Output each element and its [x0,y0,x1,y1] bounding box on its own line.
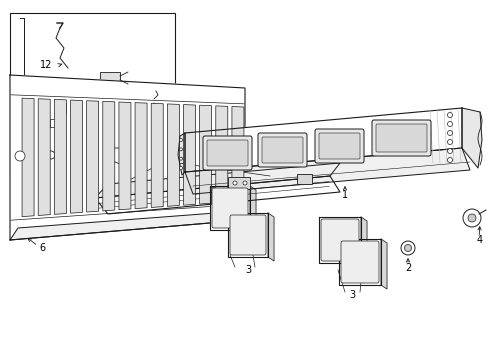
Polygon shape [232,107,244,202]
Circle shape [447,148,452,153]
Circle shape [405,244,412,252]
Text: 3: 3 [245,265,251,275]
Circle shape [447,112,452,117]
Polygon shape [268,213,274,261]
FancyBboxPatch shape [341,241,379,283]
Bar [100,72,120,84]
Circle shape [447,122,452,126]
Text: 1: 1 [342,190,348,200]
Polygon shape [87,101,98,212]
Polygon shape [381,239,387,289]
Polygon shape [185,108,462,172]
Polygon shape [50,119,58,127]
Text: 5: 5 [167,157,173,167]
Circle shape [179,157,182,160]
Circle shape [15,151,25,161]
Circle shape [243,181,247,185]
Circle shape [233,181,237,185]
Circle shape [447,158,452,162]
Polygon shape [210,186,250,230]
Polygon shape [95,176,340,214]
Polygon shape [228,213,268,257]
Text: 2: 2 [405,263,411,273]
Polygon shape [110,148,130,164]
Polygon shape [250,186,256,234]
Bar [10,13,175,175]
Polygon shape [54,99,66,214]
Polygon shape [103,102,115,211]
FancyBboxPatch shape [262,137,303,163]
FancyBboxPatch shape [372,120,431,156]
Text: 8: 8 [52,103,58,113]
Polygon shape [10,75,245,240]
Circle shape [463,209,481,227]
FancyBboxPatch shape [207,140,248,166]
Polygon shape [10,210,255,240]
Circle shape [447,139,452,144]
Text: 6: 6 [39,243,45,253]
Polygon shape [135,103,147,208]
Circle shape [233,148,243,158]
FancyBboxPatch shape [258,133,307,167]
Text: 9: 9 [39,153,45,163]
Polygon shape [199,105,212,204]
FancyBboxPatch shape [376,124,427,152]
Polygon shape [361,217,367,267]
Circle shape [468,214,476,222]
Polygon shape [185,148,470,194]
Text: 11: 11 [163,98,175,108]
Polygon shape [319,217,361,263]
FancyBboxPatch shape [203,136,252,170]
Text: 10: 10 [155,153,167,163]
Polygon shape [168,104,179,206]
Circle shape [179,166,182,170]
Circle shape [47,151,55,159]
FancyBboxPatch shape [319,133,360,159]
Polygon shape [95,163,340,198]
Polygon shape [119,102,131,210]
Polygon shape [178,133,185,175]
Text: 7: 7 [11,90,17,100]
Polygon shape [183,104,196,205]
FancyBboxPatch shape [230,215,266,255]
Polygon shape [462,108,482,168]
Text: 4: 4 [477,235,483,245]
FancyBboxPatch shape [315,129,364,163]
Circle shape [401,241,415,255]
Text: 3: 3 [349,290,355,300]
Bar [297,174,312,184]
Polygon shape [151,103,163,207]
Bar [138,95,154,109]
Bar [228,177,250,189]
Polygon shape [216,106,228,203]
FancyBboxPatch shape [212,188,248,228]
FancyBboxPatch shape [59,99,117,117]
Polygon shape [38,99,50,216]
Circle shape [179,139,182,141]
Polygon shape [22,98,34,217]
Circle shape [179,148,182,151]
Circle shape [447,130,452,135]
Polygon shape [339,239,381,285]
Text: 12: 12 [40,60,52,70]
Polygon shape [71,100,82,213]
FancyBboxPatch shape [321,219,359,261]
